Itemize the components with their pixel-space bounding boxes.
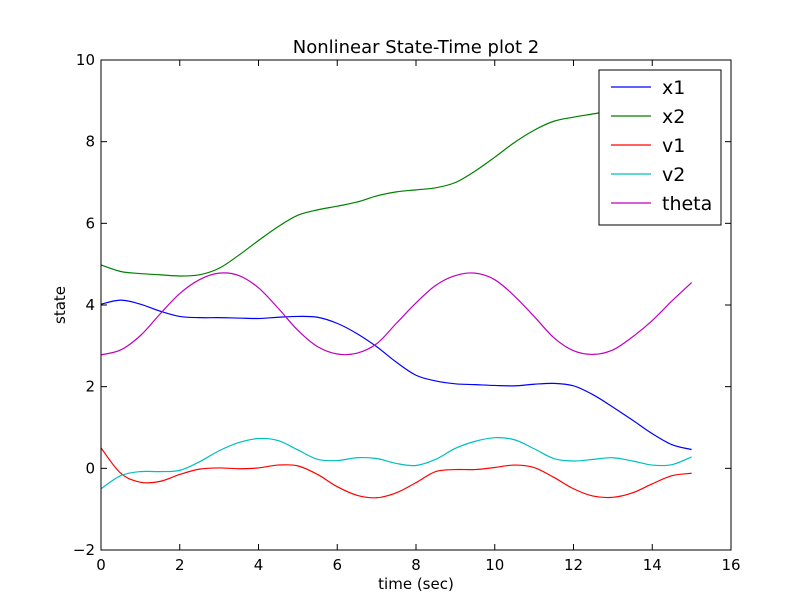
x-tick-label: 4: [254, 556, 264, 574]
series-line-x2: [100, 94, 692, 277]
y-tick-label: 2: [85, 378, 95, 396]
x-tick-label: 6: [332, 556, 342, 574]
y-axis-label: state: [51, 286, 69, 324]
x-tick-label: 2: [175, 556, 185, 574]
series-line-theta: [100, 272, 693, 356]
legend-label-v1: v1: [662, 135, 685, 157]
legend: x1 x2 v1 v2 theta: [598, 69, 722, 226]
x-tick-label: 0: [96, 556, 106, 574]
x-tick-label: 12: [564, 556, 583, 574]
plot-border: [100, 59, 732, 551]
x-tick-label: 16: [721, 556, 740, 574]
legend-box: [598, 69, 722, 226]
y-tick-label: 0: [85, 459, 95, 477]
x-tick-label: 14: [643, 556, 662, 574]
y-tick-label: −2: [73, 541, 95, 559]
series-line-v2: [100, 437, 692, 490]
legend-label-v2: v2: [662, 164, 685, 186]
x-axis-label: time (sec): [378, 575, 454, 593]
series-line-v1: [100, 447, 692, 499]
series-layer: [100, 94, 693, 499]
x-tick-label: 10: [485, 556, 504, 574]
legend-label-x1: x1: [662, 77, 685, 99]
x-tick-label: 8: [411, 556, 421, 574]
y-tick-label: 6: [85, 214, 95, 232]
y-tick-label: 8: [85, 133, 95, 151]
y-tick-label: 4: [85, 296, 95, 314]
legend-label-x2: x2: [662, 106, 685, 128]
legend-label-theta: theta: [662, 193, 712, 215]
chart-title: Nonlinear State-Time plot 2: [293, 37, 539, 58]
series-line-x1: [100, 299, 692, 451]
y-tick-label: 10: [76, 51, 95, 69]
